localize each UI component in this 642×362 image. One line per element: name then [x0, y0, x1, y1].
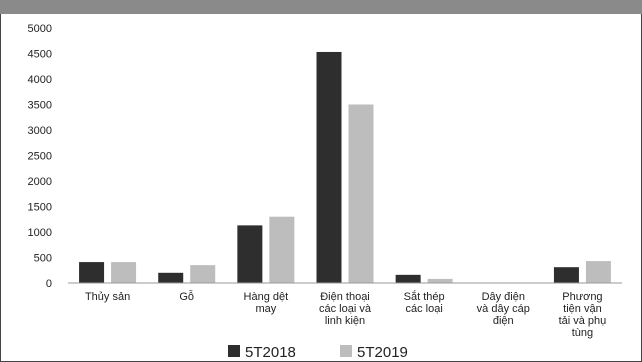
bar-5T2018-3	[316, 51, 342, 283]
bar-5T2019-3	[348, 104, 374, 283]
bar-5T2019-0	[111, 262, 137, 283]
y-tick-label: 4500	[28, 49, 52, 61]
legend: 5T2018 5T2019	[228, 344, 408, 361]
y-axis-ticks: 0 500 1000 1500 2000 2500 3000 3500 4000 4500 5000	[28, 23, 52, 290]
bar-5T2018-2	[237, 225, 263, 283]
y-tick-label: 3500	[28, 100, 52, 112]
y-tick-label: 2500	[28, 151, 52, 163]
y-tick-label: 5000	[28, 23, 52, 35]
bar-5T2019-1	[190, 265, 216, 283]
bar-5T2018-6	[553, 267, 579, 283]
x-category-label: Dây điện và dây cáp điện	[477, 291, 530, 327]
x-category-label: Phương tiện vận tải và phụ tùng	[559, 291, 607, 339]
bar-5T2019-4	[427, 278, 453, 283]
bar-5T2019-2	[269, 216, 295, 283]
bar-5T2019-6	[585, 261, 611, 283]
top-bar	[0, 0, 642, 14]
y-tick-label: 2000	[28, 176, 52, 188]
bar-5T2018-1	[158, 272, 184, 283]
x-axis-labels: Thủy sản Gỗ Hàng dệt may Điện thoại các loại …	[85, 290, 606, 339]
x-category-label: Thủy sản	[85, 291, 130, 303]
legend-swatch-5T2018	[228, 345, 240, 357]
bars	[79, 51, 611, 283]
x-category-label: Điện thoại các loại và linh kiện	[319, 291, 372, 327]
x-category-label: Gỗ	[179, 290, 194, 303]
bar-5T2018-0	[79, 262, 105, 283]
x-category-label: Sắt thép các loại	[404, 290, 445, 315]
y-tick-label: 4000	[28, 74, 52, 86]
y-tick-label: 500	[34, 253, 52, 265]
y-tick-label: 1500	[28, 202, 52, 214]
y-tick-label: 3000	[28, 125, 52, 137]
x-category-label: Hàng dệt may	[244, 291, 289, 315]
legend-swatch-5T2019	[340, 345, 352, 357]
y-tick-label: 0	[46, 278, 52, 290]
legend-label: 5T2018	[245, 344, 296, 361]
bar-5T2018-4	[395, 274, 421, 283]
legend-label: 5T2019	[357, 344, 408, 361]
y-tick-label: 1000	[28, 227, 52, 239]
